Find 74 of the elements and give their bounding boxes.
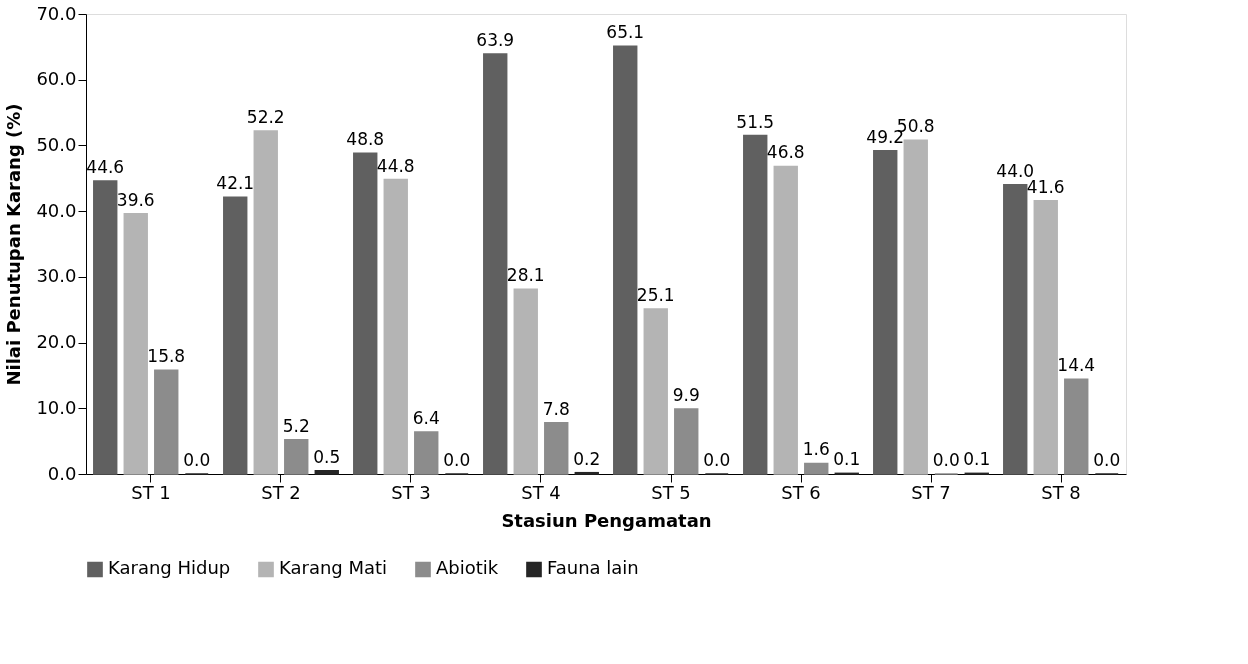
data-label: 0.5	[313, 446, 341, 467]
bar	[773, 165, 798, 475]
legend-label: Karang Mati	[279, 557, 388, 579]
bar	[804, 462, 829, 475]
legend-label: Abiotik	[436, 557, 499, 579]
bar	[1064, 378, 1089, 475]
bar	[154, 369, 179, 475]
data-label: 14.4	[1057, 355, 1096, 376]
y-tick-label: 70.0	[36, 2, 77, 24]
data-label: 0.0	[183, 450, 211, 470]
data-label: 39.6	[116, 189, 155, 210]
data-label: 5.2	[282, 415, 310, 436]
data-label: 6.4	[412, 407, 440, 428]
data-label: 51.5	[736, 111, 775, 132]
y-tick-label: 20.0	[36, 331, 77, 353]
bar	[223, 196, 248, 475]
data-label: 25.1	[636, 285, 675, 306]
y-tick-label: 10.0	[36, 396, 77, 418]
x-tick-label: ST 8	[1041, 481, 1081, 503]
data-label: 48.8	[346, 129, 385, 150]
bar	[513, 288, 538, 475]
legend-label: Fauna lain	[547, 557, 639, 579]
bar	[903, 139, 928, 475]
x-tick-label: ST 4	[521, 481, 561, 503]
data-label: 44.8	[376, 155, 415, 176]
data-label: 0.1	[833, 449, 861, 470]
data-label: 63.9	[476, 30, 515, 51]
bar	[414, 431, 439, 475]
bar	[643, 308, 668, 475]
y-axis-title: Nilai Penutupan Karang (%)	[3, 103, 25, 386]
data-label: 42.1	[216, 173, 255, 194]
data-label: 1.6	[802, 439, 830, 460]
data-label: 9.9	[672, 384, 700, 405]
bar	[873, 149, 898, 475]
data-label: 0.0	[932, 450, 960, 470]
data-label: 0.0	[1093, 450, 1121, 470]
data-label: 46.8	[766, 142, 805, 163]
bar	[253, 130, 278, 475]
data-label: 7.8	[542, 398, 570, 419]
bar	[284, 439, 309, 475]
bar	[483, 53, 508, 475]
data-label: 44.6	[86, 156, 125, 177]
bar	[613, 45, 638, 475]
legend-label: Karang Hidup	[108, 557, 231, 579]
data-label: 15.8	[147, 346, 186, 367]
y-tick-label: 60.0	[36, 68, 77, 90]
bar	[743, 134, 768, 475]
data-label: 0.0	[443, 450, 471, 470]
bar	[674, 408, 699, 475]
bar	[1003, 184, 1028, 475]
x-tick-label: ST 1	[131, 481, 171, 503]
bar	[383, 178, 408, 475]
data-label: 0.1	[963, 449, 991, 470]
y-tick-label: 0.0	[47, 462, 77, 484]
x-tick-label: ST 5	[651, 481, 691, 503]
bar	[93, 180, 118, 475]
bar	[123, 213, 148, 475]
data-label: 28.1	[506, 265, 545, 286]
data-label: 0.2	[573, 448, 601, 469]
x-tick-label: ST 7	[911, 481, 951, 503]
bar	[314, 469, 339, 475]
data-label: 65.1	[606, 22, 645, 43]
bar	[1033, 199, 1058, 475]
data-label: 0.0	[703, 450, 731, 470]
x-tick-label: ST 3	[391, 481, 431, 503]
y-tick-label: 50.0	[36, 133, 77, 155]
data-label: 52.2	[246, 106, 285, 127]
x-tick-label: ST 2	[261, 481, 301, 503]
y-tick-label: 30.0	[36, 265, 77, 287]
x-tick-label: ST 6	[781, 481, 821, 503]
bar	[353, 152, 378, 475]
y-tick-label: 40.0	[36, 199, 77, 221]
bar	[544, 421, 569, 475]
x-axis-title: Stasiun Pengamatan	[501, 509, 712, 531]
